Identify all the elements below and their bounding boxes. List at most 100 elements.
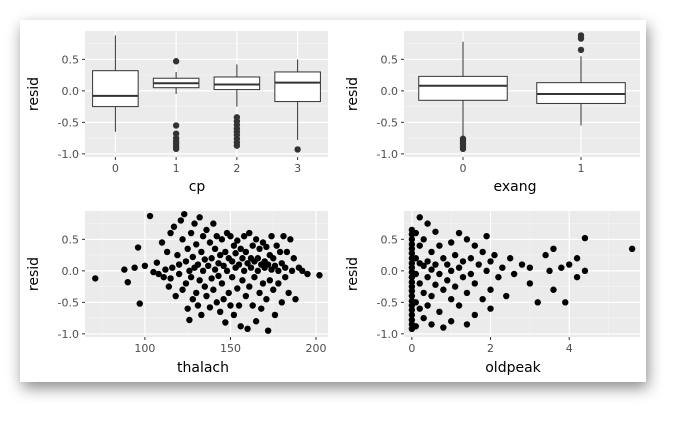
data-point — [459, 273, 467, 281]
data-point — [182, 280, 190, 287]
data-point — [206, 239, 214, 246]
data-point — [198, 311, 205, 319]
data-point — [172, 292, 179, 300]
data-point — [479, 248, 486, 256]
data-point — [408, 287, 416, 295]
data-point — [222, 319, 229, 326]
data-point — [499, 264, 506, 271]
data-point — [213, 299, 220, 306]
data-point — [495, 273, 502, 281]
data-point — [444, 261, 451, 268]
data-point — [440, 324, 447, 331]
data-point — [420, 262, 427, 270]
data-point — [408, 260, 416, 267]
data-point — [316, 272, 323, 279]
data-point — [487, 286, 494, 293]
data-point — [491, 251, 498, 259]
data-point — [211, 266, 219, 273]
data-point — [412, 229, 419, 237]
data-point — [550, 286, 557, 293]
panel-background — [404, 211, 640, 337]
y-tick-label: 0.0 — [381, 265, 399, 278]
data-point — [471, 311, 478, 319]
data-point — [436, 242, 443, 249]
data-point — [487, 258, 494, 265]
data-point — [240, 233, 248, 240]
data-point — [134, 244, 142, 251]
data-point — [483, 267, 490, 275]
x-axis-title: exang — [494, 179, 537, 195]
outlier-point — [172, 122, 180, 129]
data-point — [235, 302, 243, 309]
data-point — [463, 289, 471, 297]
data-point — [235, 261, 243, 268]
data-point — [199, 233, 207, 240]
data-point — [254, 267, 262, 275]
data-point — [216, 308, 224, 315]
x-axis-title: cp — [189, 179, 206, 195]
data-point — [275, 267, 282, 275]
data-point — [581, 267, 589, 275]
data-point — [463, 236, 471, 243]
data-point — [181, 210, 188, 218]
data-point — [412, 299, 419, 306]
data-point — [270, 255, 277, 262]
box-2 — [213, 76, 261, 91]
data-point — [252, 318, 260, 325]
data-point — [424, 302, 431, 309]
data-point — [510, 270, 518, 278]
data-point — [566, 261, 573, 268]
data-point — [258, 305, 265, 312]
data-point — [184, 245, 191, 252]
x-tick-label: 0 — [112, 162, 119, 175]
data-point — [163, 248, 171, 256]
data-point — [196, 277, 203, 284]
data-point — [451, 251, 459, 259]
data-point — [408, 245, 416, 252]
data-point — [550, 245, 557, 252]
data-point — [218, 280, 226, 287]
data-point — [408, 236, 416, 243]
data-point — [150, 268, 157, 276]
data-point — [412, 323, 419, 330]
data-point — [227, 233, 234, 240]
data-point — [210, 220, 217, 227]
data-point — [240, 267, 248, 275]
data-point — [264, 261, 272, 268]
data-point — [448, 318, 455, 325]
data-point — [215, 260, 222, 267]
data-point — [242, 292, 250, 300]
y-tick-label: -1.0 — [377, 148, 398, 161]
data-point — [282, 264, 289, 271]
data-point — [432, 261, 439, 268]
data-point — [189, 296, 197, 303]
data-point — [573, 255, 581, 262]
y-tick-label: -0.5 — [377, 116, 398, 129]
data-point — [278, 260, 285, 267]
data-point — [213, 233, 220, 240]
x-tick-label: 3 — [294, 162, 301, 175]
data-point — [285, 289, 292, 297]
data-point — [259, 239, 267, 246]
y-axis-title: resid — [26, 77, 42, 111]
data-point — [246, 283, 253, 290]
data-point — [182, 258, 190, 265]
data-point — [92, 275, 99, 282]
data-point — [542, 251, 549, 259]
data-point — [252, 236, 260, 243]
data-point — [573, 273, 581, 281]
y-tick-label: 0.5 — [381, 233, 399, 246]
data-point — [420, 236, 427, 243]
data-point — [208, 255, 215, 262]
data-point — [227, 302, 234, 309]
data-point — [239, 277, 246, 284]
data-point — [562, 299, 569, 306]
y-tick-label: 0.5 — [381, 53, 399, 66]
data-point — [408, 316, 416, 324]
data-point — [546, 267, 553, 275]
x-tick-label: 100 — [134, 342, 155, 355]
data-point — [184, 305, 191, 312]
data-point — [158, 239, 166, 246]
data-point — [428, 321, 435, 328]
data-point — [432, 228, 439, 235]
